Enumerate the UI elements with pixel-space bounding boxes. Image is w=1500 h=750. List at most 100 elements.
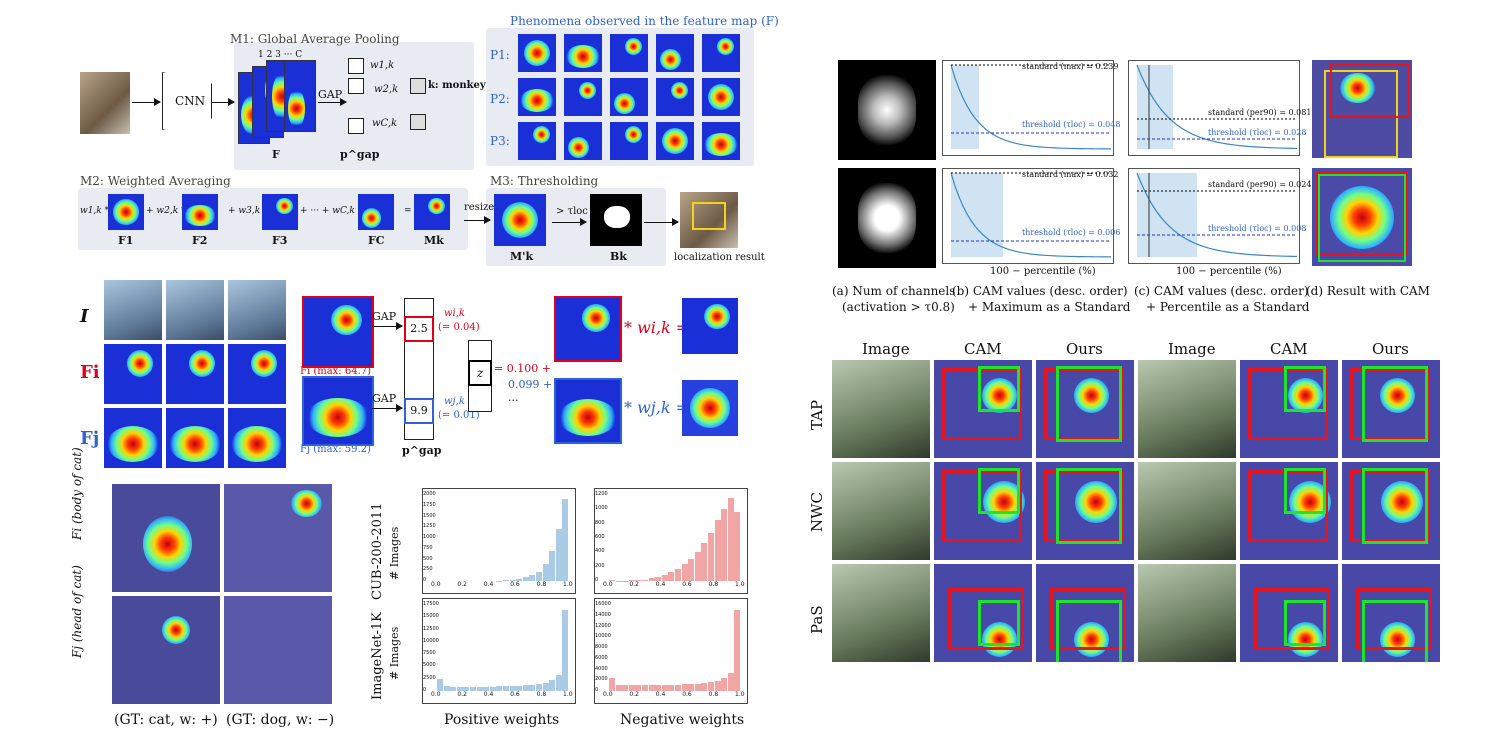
hist-x-tick: 0.0 [431, 691, 441, 698]
pred-box [1362, 366, 1428, 442]
pred-box [1284, 600, 1326, 646]
pgap-label-mid: p^gap [402, 444, 442, 457]
gt-dog: (GT: dog, w: −) [226, 712, 335, 728]
hist-bar [642, 685, 649, 691]
channel-map-1 [838, 60, 936, 160]
hist-bar [701, 543, 708, 581]
fi-max: Fi (max: 64.7) [300, 366, 372, 377]
grid-col-header: Ours [1066, 340, 1103, 358]
hist-bar [688, 683, 695, 691]
grid-image [1138, 462, 1236, 560]
pred-box [978, 600, 1020, 646]
phenomena-map [702, 122, 740, 160]
pred-box [1284, 468, 1326, 514]
result-cam-2 [1312, 168, 1412, 266]
hist-bar [681, 684, 688, 691]
decay-curve [1136, 64, 1298, 150]
hist-x-tick: 0.6 [510, 691, 520, 698]
hist-bar [529, 575, 536, 581]
plot-b1 [942, 60, 1114, 156]
m2-map-label: F1 [118, 234, 134, 247]
hist-x-tick: 0.0 [603, 581, 613, 588]
hist-bar [694, 552, 701, 581]
hist-bar [668, 572, 675, 581]
std-per-1: standard (per90) = 0.081 [1208, 108, 1312, 117]
arrow [552, 218, 587, 226]
thr-3: threshold (τloc) = 0.028 [1208, 128, 1307, 137]
hist-bar [503, 580, 510, 581]
cap-a2: (activation > τ0.8) [842, 300, 955, 314]
phenomena-map [610, 34, 648, 72]
phenomena-map [518, 78, 556, 116]
arrow [318, 98, 347, 106]
arrow [644, 218, 679, 226]
m2-map-label: F2 [192, 234, 208, 247]
gt-cat: (GT: cat, w: +) [114, 712, 218, 728]
hist-bar [536, 571, 543, 581]
gt-box [1044, 368, 1124, 440]
dog-head-cam [224, 596, 332, 704]
gap-j: GAP [372, 392, 397, 405]
fj-max: Fj (max: 59.2) [300, 444, 371, 455]
hist-x-tick: 0.6 [510, 581, 520, 588]
grid-cam [1240, 360, 1338, 458]
hist-y-tick: 500 [423, 555, 433, 562]
hist-x-tick: 0.0 [603, 691, 613, 698]
hist-bar [714, 680, 721, 691]
hist-y-tick: 0 [595, 687, 599, 693]
fmap-c [284, 60, 316, 132]
binary-mask [590, 194, 642, 246]
p3-label: P3: [490, 134, 510, 148]
hist-bar [701, 683, 708, 691]
hist-bar [655, 576, 662, 581]
hist-y-tick: 600 [595, 534, 605, 540]
cam-heat [1372, 472, 1432, 532]
z-label: z [476, 366, 484, 380]
hist-x-tick: 0.4 [655, 691, 666, 698]
hist-y-tick: 12500 [423, 625, 439, 632]
pgap-j-value: 9.9 [410, 404, 428, 417]
hist-y-tick: 17500 [423, 601, 439, 607]
mk-prime-label: M'k [510, 250, 534, 263]
feature-map [166, 408, 224, 468]
std-max-2: standard (max) = 0.032 [1022, 170, 1119, 179]
phenomena-map [564, 122, 602, 160]
hist-bar [642, 579, 649, 581]
pgap-cube-c [348, 118, 364, 134]
hist-y-tick: 0 [595, 577, 599, 583]
hist-bar [708, 532, 715, 581]
arrow [464, 216, 491, 224]
hist-y-tick: 16000 [595, 601, 611, 607]
hist-bar [522, 577, 529, 581]
thr-2: threshold (τloc) = 0.006 [1022, 228, 1121, 237]
hist-bar [635, 579, 642, 581]
hist-bar [456, 686, 463, 691]
m2-map [182, 194, 218, 230]
xlabel-neg: Negative weights [620, 712, 745, 728]
std-per-2: standard (per90) = 0.024 [1208, 180, 1312, 189]
row-label-fj: Fj [80, 428, 100, 449]
hist-y-tick: 10000 [423, 637, 439, 644]
cap-a1: (a) Num of channels [832, 284, 956, 298]
cam-heat [974, 614, 1024, 662]
gap-label: GAP [318, 88, 343, 101]
bk-label: Bk [610, 250, 627, 263]
p1-label: P1: [490, 48, 510, 62]
gt-box [948, 588, 1024, 650]
pred-box [1284, 366, 1326, 412]
eq-line-1: = 0.100 + [494, 362, 551, 375]
gt-box [1254, 588, 1330, 650]
localization-photo [680, 192, 738, 248]
pred-box [978, 468, 1020, 514]
phenomena-map [564, 78, 602, 116]
hist-bar [549, 551, 556, 581]
hist-bar [714, 520, 721, 581]
grid-image [1138, 360, 1236, 458]
pred-box [1056, 366, 1122, 442]
phenomena-map [656, 34, 694, 72]
hist-bar [609, 579, 616, 581]
hist-x-tick: 1.0 [735, 691, 745, 698]
hist-cub-pos: 0.0 0.2 0.4 0.6 0.8 1.0 2000 1750 1500 1250 1000 75… [422, 488, 576, 594]
hist-bar [522, 685, 529, 691]
hist-bar [609, 677, 616, 691]
